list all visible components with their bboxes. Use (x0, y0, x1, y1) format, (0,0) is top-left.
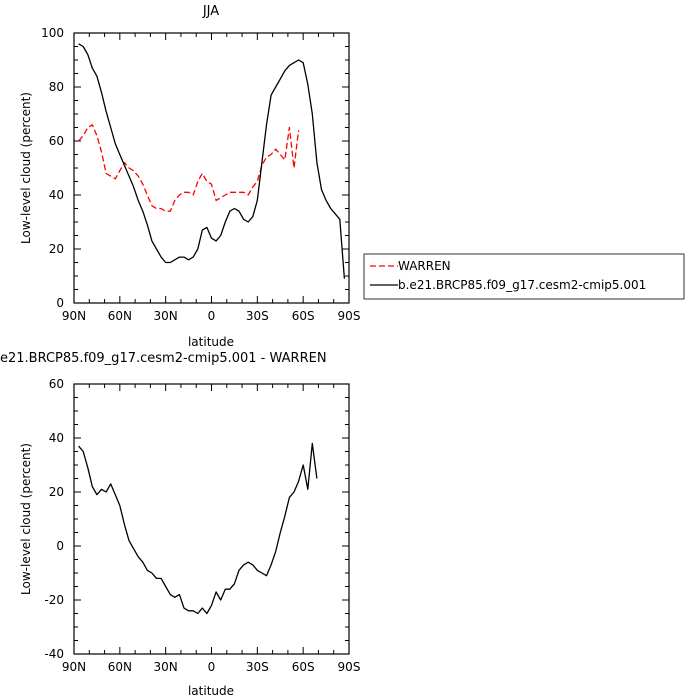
y-tick-label: 0 (56, 539, 64, 553)
legend-label-model: b.e21.BRCP85.f09_g17.cesm2-cmip5.001 (398, 278, 646, 292)
y-tick-label: 60 (49, 377, 64, 391)
x-tick-label: 30N (154, 660, 178, 674)
x-tick-label: 0 (208, 309, 216, 323)
x-tick-label: 30N (154, 309, 178, 323)
top-plot-frame (73, 32, 350, 304)
y-tick-label: 20 (49, 485, 64, 499)
legend: WARREN b.e21.BRCP85.f09_g17.cesm2-cmip5.… (363, 253, 685, 300)
top-y-tick-labels: 0 20 40 60 80 100 (41, 26, 64, 310)
y-tick-label: -20 (44, 593, 64, 607)
top-series-lines (78, 43, 346, 279)
top-axis-ticks (73, 32, 350, 304)
bottom-x-axis-label: latitude (188, 684, 234, 698)
bottom-chart: e21.BRCP85.f09_g17.cesm2-cmip5.001 - WAR… (0, 351, 360, 698)
top-chart: JJA 90N 60N 30N 0 30S 60S 90S 0 20 40 60 80 100 lat… (19, 4, 685, 349)
top-chart-title: JJA (202, 4, 219, 19)
x-tick-label: 60S (292, 309, 315, 323)
x-tick-label: 0 (208, 660, 216, 674)
bottom-series-lines (78, 442, 318, 615)
x-tick-label: 30S (246, 309, 269, 323)
top-y-axis-label: Low-level cloud (percent) (19, 92, 33, 244)
top-series-line-1 (78, 43, 346, 279)
y-tick-label: 40 (49, 188, 64, 202)
bottom-chart-title: e21.BRCP85.f09_g17.cesm2-cmip5.001 - WAR… (0, 351, 327, 366)
y-tick-label: 0 (56, 296, 64, 310)
top-x-tick-labels: 90N 60N 30N 0 30S 60S 90S (62, 309, 361, 323)
x-tick-label: 90N (62, 309, 86, 323)
bottom-axis-ticks (73, 383, 350, 655)
y-tick-label: 100 (41, 26, 64, 40)
y-tick-label: 60 (49, 134, 64, 148)
x-tick-label: 90S (338, 309, 361, 323)
x-tick-label: 30S (246, 660, 269, 674)
bottom-y-axis-label: Low-level cloud (percent) (19, 443, 33, 595)
top-series-line-0 (78, 124, 300, 212)
x-tick-label: 60N (108, 660, 132, 674)
y-tick-label: -40 (44, 647, 64, 661)
x-tick-label: 90N (62, 660, 86, 674)
y-tick-label: 20 (49, 242, 64, 256)
legend-label-warren: WARREN (398, 259, 451, 273)
top-x-axis-label: latitude (188, 335, 234, 349)
bottom-y-tick-labels: -40 -20 0 20 40 60 (44, 377, 64, 661)
y-tick-label: 80 (49, 80, 64, 94)
x-tick-label: 60S (292, 660, 315, 674)
x-tick-label: 60N (108, 309, 132, 323)
bottom-x-tick-labels: 90N 60N 30N 0 30S 60S 90S (62, 660, 361, 674)
bottom-plot-frame (73, 383, 350, 655)
legend-box (363, 253, 685, 300)
x-tick-label: 90S (338, 660, 361, 674)
bot-series-line-0 (78, 442, 318, 615)
y-tick-label: 40 (49, 431, 64, 445)
